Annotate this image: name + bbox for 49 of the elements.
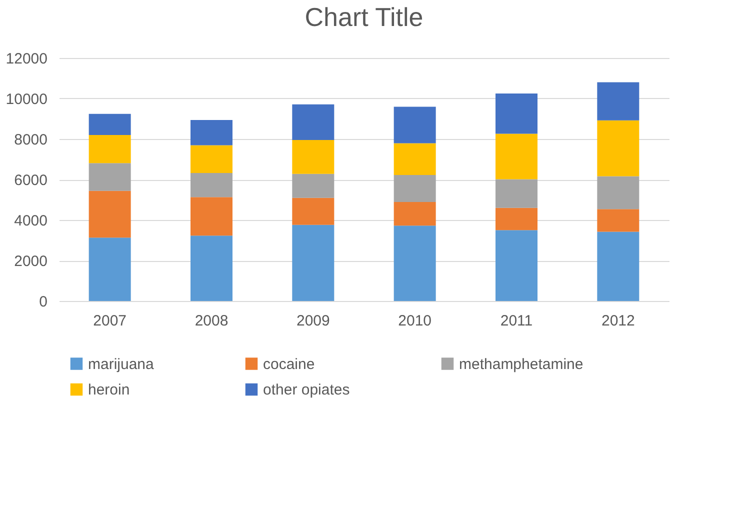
y-tick-label: 12000: [6, 50, 48, 68]
bar: [190, 197, 232, 236]
bar: [190, 173, 232, 198]
bar: [394, 226, 436, 301]
legend-label: other opiates: [263, 382, 350, 398]
legend-label: cocaine: [263, 356, 315, 373]
bar: [88, 190, 131, 238]
bar: [190, 120, 232, 146]
bar: [88, 134, 131, 164]
chart-title: Chart Title: [304, 2, 424, 32]
x-tick-label: 2011: [500, 312, 533, 330]
bar: [597, 176, 640, 210]
bar: [292, 198, 334, 225]
y-tick-label: 10000: [6, 91, 48, 108]
bar: [190, 236, 232, 301]
y-tick-label: 6000: [14, 172, 48, 189]
bar: [496, 134, 538, 180]
bar: [88, 114, 131, 135]
bar: [597, 120, 640, 176]
bar: [292, 140, 334, 174]
bar: [394, 202, 436, 226]
y-tick-label: 0: [39, 294, 48, 310]
legend-label: marijuana: [88, 356, 155, 373]
bar: [292, 174, 334, 198]
bar: [597, 232, 640, 301]
x-tick-label: 2007: [93, 312, 127, 330]
x-tick-label: 2009: [296, 312, 330, 330]
legend-label: heroin: [88, 382, 130, 398]
x-tick-label: 2010: [398, 312, 432, 330]
bar: [190, 145, 232, 174]
bar: [597, 209, 640, 232]
bar: [496, 179, 538, 208]
bar: [88, 238, 131, 301]
bar: [292, 104, 334, 140]
bar: [496, 208, 538, 230]
bar: [597, 82, 640, 120]
legend-label: methamphetamine: [459, 356, 584, 373]
bar: [394, 106, 436, 144]
bar: [88, 163, 131, 191]
y-tick-label: 4000: [14, 212, 48, 230]
bar: [496, 93, 538, 134]
bar: [292, 224, 334, 301]
bar: [496, 230, 538, 301]
x-tick-label: 2008: [194, 312, 228, 330]
y-tick-label: 2000: [14, 253, 48, 270]
bar: [394, 175, 436, 202]
bar: [394, 143, 436, 176]
x-tick-label: 2012: [601, 312, 635, 330]
y-tick-label: 8000: [14, 132, 48, 148]
